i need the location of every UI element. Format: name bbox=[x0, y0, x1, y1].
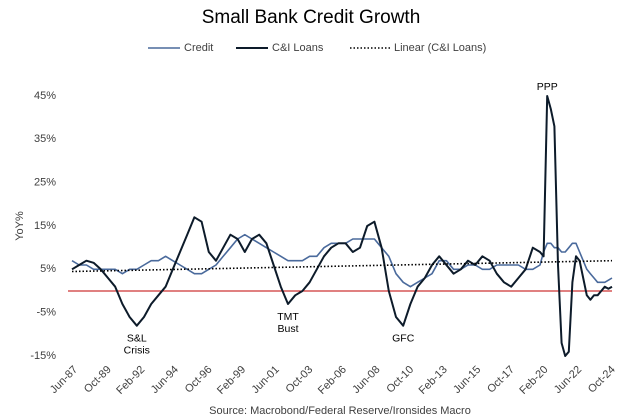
x-tick-label: Oct-96 bbox=[183, 364, 215, 396]
chart-title: Small Bank Credit Growth bbox=[202, 7, 421, 28]
x-tick-label: Jun-15 bbox=[451, 364, 483, 396]
x-tick-label: Oct-89 bbox=[82, 364, 114, 396]
y-tick-label: 15% bbox=[34, 220, 56, 232]
x-tick-label: Feb-99 bbox=[215, 364, 248, 397]
x-tick-label: Jun-87 bbox=[48, 364, 80, 396]
x-tick-label: Oct-10 bbox=[384, 364, 416, 396]
annotation: GFC bbox=[392, 332, 415, 344]
y-tick-label: 25% bbox=[34, 177, 56, 189]
y-tick-label: -15% bbox=[30, 350, 56, 362]
x-tick-label: Feb-13 bbox=[417, 364, 450, 397]
annotation: Crisis bbox=[124, 344, 150, 356]
y-tick-label: 45% bbox=[34, 90, 56, 102]
x-tick-label: Oct-17 bbox=[485, 364, 517, 396]
legend-label: C&I Loans bbox=[272, 42, 324, 54]
x-tick-label: Feb-20 bbox=[517, 364, 550, 397]
x-tick-label: Feb-06 bbox=[316, 364, 349, 397]
annotation: S&L bbox=[127, 332, 147, 344]
x-tick-label: Oct-03 bbox=[284, 364, 316, 396]
legend-label: Credit bbox=[184, 42, 213, 54]
series-line bbox=[71, 233, 613, 288]
x-tick-label: Feb-92 bbox=[114, 364, 147, 397]
source: Source: Macrobond/Federal Reserve/Ironsi… bbox=[209, 405, 471, 417]
x-tick-label: Jun-22 bbox=[552, 364, 584, 396]
y-axis-label: YoY% bbox=[14, 211, 26, 241]
y-tick-label: -5% bbox=[36, 307, 56, 319]
y-tick-label: 5% bbox=[40, 263, 56, 275]
y-tick-label: 35% bbox=[34, 133, 56, 145]
series-line bbox=[71, 259, 613, 273]
annotation: TMT bbox=[277, 311, 299, 323]
x-tick-label: Jun-94 bbox=[149, 364, 181, 396]
x-tick-label: Oct-24 bbox=[586, 364, 618, 396]
annotation: Bust bbox=[277, 323, 298, 335]
series-line bbox=[71, 95, 613, 357]
x-tick-label: Jun-08 bbox=[350, 364, 382, 396]
x-tick-label: Jun-01 bbox=[250, 364, 282, 396]
legend-label: Linear (C&I Loans) bbox=[394, 42, 486, 54]
annotation: PPP bbox=[537, 81, 558, 93]
